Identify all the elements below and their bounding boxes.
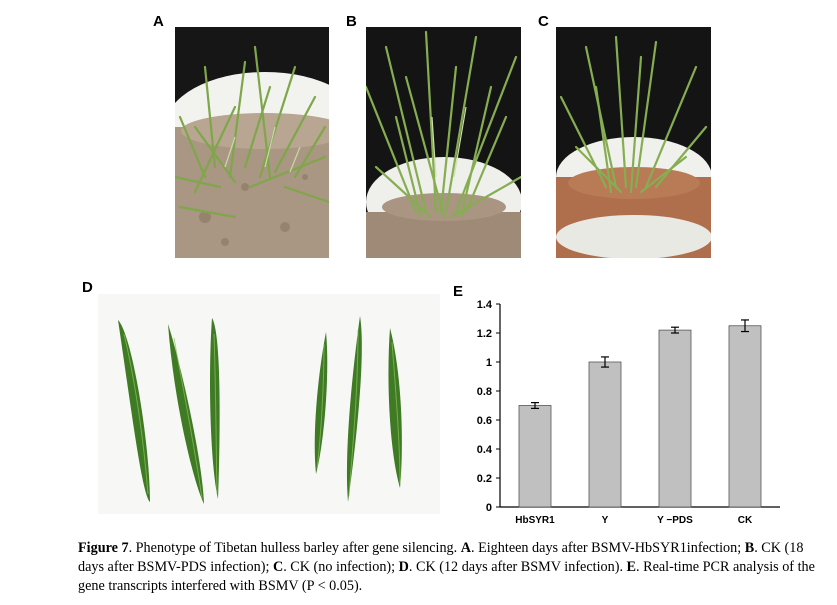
y-tick-label: 0.2 bbox=[477, 473, 492, 485]
panel-label-a: A bbox=[153, 13, 164, 30]
x-tick-label: HbSYR1 bbox=[515, 515, 555, 526]
bar-4 bbox=[728, 325, 762, 508]
bar-2 bbox=[588, 361, 622, 508]
caption-c-label: C bbox=[272, 559, 284, 575]
panel-label-c: C bbox=[538, 13, 549, 30]
caption-d-label: D bbox=[398, 559, 409, 575]
x-tick-label: Y −PDS bbox=[657, 515, 693, 526]
y-tick-label: 1.2 bbox=[477, 328, 492, 340]
caption-b-label: B bbox=[744, 540, 755, 556]
caption-c-text: . CK (no infection); bbox=[283, 559, 399, 575]
photo-panel-c bbox=[556, 27, 711, 258]
y-tick-label: 0.8 bbox=[477, 386, 492, 398]
caption-a-text: . Eighteen days after BSMV-HbSYR1infecti… bbox=[470, 540, 745, 556]
photo-panel-b bbox=[366, 27, 521, 258]
x-tick-label: CK bbox=[738, 515, 753, 526]
caption-d-text: . CK (12 days after BSMV infection). bbox=[408, 559, 627, 575]
panel-label-d: D bbox=[82, 279, 93, 296]
y-tick-label: 1.4 bbox=[477, 299, 493, 311]
bar-chart: 0 0.2 0.4 0.6 0.8 1 1.2 1.4 HbSYR1 Y Y −PDS CK bbox=[460, 292, 800, 532]
caption-e-text: . Real-time PCR analysis of the gene tra… bbox=[78, 559, 815, 594]
figure-caption: Figure 7. Phenotype of Tibetan hulless b… bbox=[78, 539, 830, 596]
photo-panel-d bbox=[98, 294, 440, 514]
panel-label-b: B bbox=[346, 13, 357, 30]
photo-panel-a bbox=[175, 27, 329, 258]
caption-a-label: A bbox=[460, 540, 471, 556]
caption-figure-title: . Phenotype of Tibetan hulless barley af… bbox=[128, 540, 461, 556]
caption-figure-label: Figure 7 bbox=[78, 540, 129, 556]
caption-b-text: . CK (18 days after BSMV-PDS infection); bbox=[78, 540, 804, 575]
bar-3 bbox=[658, 329, 692, 508]
caption-e-label: E bbox=[626, 559, 637, 575]
panel-label-e: E bbox=[453, 283, 464, 300]
y-tick-label: 0.6 bbox=[477, 415, 492, 427]
bar-1 bbox=[518, 405, 552, 508]
x-tick-label: Y bbox=[602, 515, 609, 526]
y-tick-label: 0.4 bbox=[477, 444, 493, 456]
y-tick-label: 0 bbox=[486, 502, 492, 514]
y-tick-label: 1 bbox=[486, 357, 492, 369]
